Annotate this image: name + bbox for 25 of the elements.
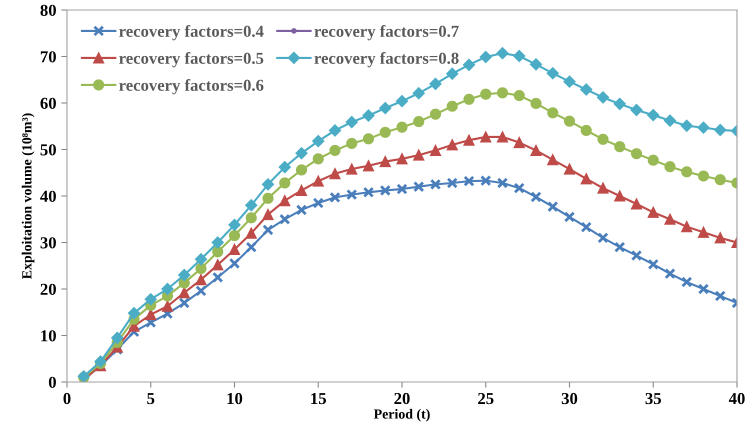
y-tick-label: 20: [40, 284, 56, 295]
x-tick-label: 20: [394, 392, 410, 404]
y-tick-label: 30: [40, 237, 56, 248]
y-tick-label: 40: [40, 190, 56, 202]
legend-label: recovery factors=0.7: [314, 25, 459, 40]
legend-label: recovery factors=0.4: [119, 25, 264, 40]
x-tick-label: 5: [147, 393, 154, 404]
y-tick-label: 50: [40, 144, 56, 156]
y-tick-label: 0: [48, 376, 56, 388]
y-tick-label: 60: [40, 98, 56, 109]
y-axis-title: Exploitation volume (10⁸m³): [22, 113, 34, 280]
legend-label: recovery factors=0.6: [119, 78, 264, 94]
y-tick-label: 10: [41, 330, 56, 342]
x-tick-label: 15: [311, 392, 326, 404]
x-tick-label: 30: [562, 392, 578, 404]
legend-label: recovery factors=0.5: [119, 52, 264, 68]
x-tick-label: 25: [478, 392, 494, 404]
y-tick-label: 80: [40, 4, 56, 16]
x-tick-label: 35: [646, 392, 661, 404]
y-tick-label: 70: [40, 51, 56, 62]
legend-label: recovery factors=0.8: [314, 52, 459, 68]
x-tick-label: 10: [228, 392, 242, 404]
x-tick-label: 40: [728, 392, 745, 404]
x-tick-label: 0: [63, 392, 71, 404]
x-axis-title: Period (t): [374, 408, 430, 422]
